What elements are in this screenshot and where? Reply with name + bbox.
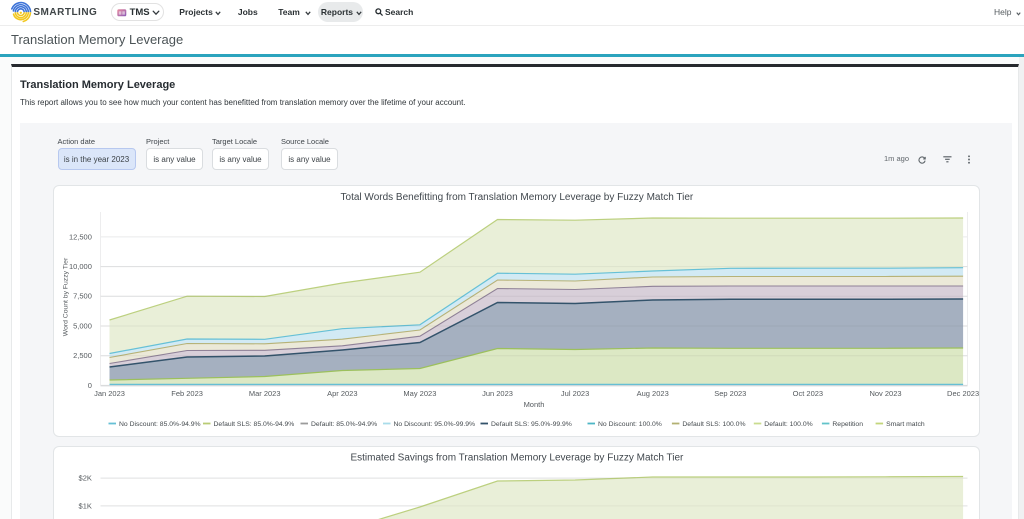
svg-text:Feb 2023: Feb 2023 (171, 389, 203, 398)
svg-text:May 2023: May 2023 (403, 389, 436, 398)
svg-text:Default: 85.0%-94.9%: Default: 85.0%-94.9% (311, 421, 377, 428)
svg-text:Jul 2023: Jul 2023 (560, 389, 588, 398)
svg-text:$2K: $2K (78, 474, 91, 483)
svg-text:Repetition: Repetition (832, 421, 863, 428)
svg-text:Smart match: Smart match (886, 421, 925, 428)
svg-text:$1K: $1K (78, 501, 91, 510)
svg-text:Word Count by Fuzzy Tier: Word Count by Fuzzy Tier (62, 257, 69, 336)
svg-text:Month: Month (523, 400, 544, 409)
svg-text:Jun 2023: Jun 2023 (482, 389, 513, 398)
svg-text:No Discount: 95.0%-99.9%: No Discount: 95.0%-99.9% (393, 421, 475, 428)
svg-text:2,500: 2,500 (73, 351, 92, 360)
svg-text:Oct 2023: Oct 2023 (792, 389, 822, 398)
svg-text:5,000: 5,000 (73, 321, 92, 330)
svg-text:Jan 2023: Jan 2023 (94, 389, 125, 398)
svg-text:Default SLS: 95.0%-99.9%: Default SLS: 95.0%-99.9% (491, 421, 572, 428)
svg-text:Nov 2023: Nov 2023 (869, 389, 901, 398)
svg-text:0: 0 (87, 381, 91, 390)
svg-text:Default: 100.0%: Default: 100.0% (764, 421, 812, 428)
svg-text:Estimated Savings from Transla: Estimated Savings from Translation Memor… (350, 453, 684, 464)
svg-text:7,500: 7,500 (73, 292, 92, 301)
svg-text:Mar 2023: Mar 2023 (248, 389, 280, 398)
svg-text:Apr 2023: Apr 2023 (327, 389, 357, 398)
svg-text:Dec 2023: Dec 2023 (947, 389, 979, 398)
svg-text:10,000: 10,000 (68, 262, 91, 271)
svg-text:Default SLS: 85.0%-94.9%: Default SLS: 85.0%-94.9% (213, 421, 294, 428)
svg-text:Sep 2023: Sep 2023 (714, 389, 746, 398)
svg-text:12,500: 12,500 (68, 232, 91, 241)
svg-text:Total Words Benefitting from T: Total Words Benefitting from Translation… (340, 192, 693, 203)
svg-text:No Discount: 85.0%-94.9%: No Discount: 85.0%-94.9% (119, 421, 201, 428)
svg-text:No Discount: 100.0%: No Discount: 100.0% (598, 421, 662, 428)
svg-text:Default SLS: 100.0%: Default SLS: 100.0% (682, 421, 745, 428)
svg-text:Aug 2023: Aug 2023 (636, 389, 668, 398)
